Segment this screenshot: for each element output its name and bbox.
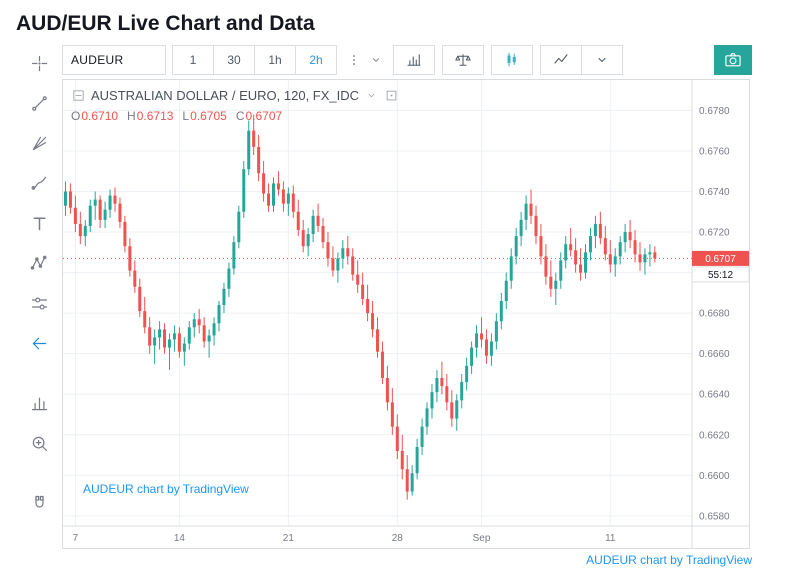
svg-text:28: 28 (392, 533, 404, 544)
minus-square-icon (73, 90, 84, 101)
svg-text:0.6580: 0.6580 (699, 511, 730, 522)
svg-text:Sep: Sep (473, 533, 491, 544)
svg-text:11: 11 (605, 533, 616, 544)
svg-text:55:12: 55:12 (708, 270, 733, 281)
svg-text:0.6720: 0.6720 (699, 228, 730, 239)
ohlc-label: C (235, 109, 245, 123)
symbol-group: AUDEUR (62, 45, 166, 75)
drawing-toolbar (16, 45, 62, 549)
ohlc-value: 0.6705 (190, 109, 227, 123)
svg-text:0.6660: 0.6660 (699, 349, 730, 360)
svg-text:0.6740: 0.6740 (699, 187, 730, 198)
prediction-measure-tool[interactable] (25, 290, 53, 316)
ohlc-label: H (127, 109, 136, 123)
legend-options-button[interactable] (384, 88, 399, 103)
zoom-in-icon (32, 436, 47, 451)
caret-down-icon (598, 57, 606, 63)
trend-line-icon (31, 95, 47, 111)
xabcd-icon (30, 255, 47, 270)
xabcd-pattern-tool[interactable] (25, 250, 53, 276)
interval-group: 1 30 1h 2h (172, 45, 337, 75)
chart-column: AUDEUR 1 30 1h 2h 0.6580 0.6600 0.6620 0.6640 0… (62, 45, 752, 549)
caret-down-icon (372, 58, 380, 62)
svg-text:0.6620: 0.6620 (699, 430, 730, 441)
hide-drawings-arrow[interactable] (25, 330, 53, 356)
sliders-icon (31, 296, 47, 310)
scales-icon (455, 54, 471, 66)
crosshair-tool[interactable] (25, 50, 53, 76)
dot-square-icon (386, 90, 397, 101)
brush-tool[interactable] (25, 170, 53, 196)
tradingview-attribution-link[interactable]: AUDEUR chart by TradingView (586, 553, 752, 567)
legend-collapse-button[interactable] (71, 88, 86, 103)
bar-pattern-tool[interactable] (25, 390, 53, 416)
candles-icon (507, 52, 516, 67)
compare-button[interactable] (443, 46, 483, 74)
svg-text:0.6780: 0.6780 (699, 106, 730, 117)
svg-text:21: 21 (283, 533, 295, 544)
snapshot-camera-button[interactable] (714, 45, 752, 75)
indicators-icon (407, 54, 421, 66)
more-vert-icon (353, 55, 355, 65)
ohlc-readout: O 0.6710 H 0.6713 L 0.6705 C 0.6707 (71, 109, 399, 123)
interval-button-1[interactable]: 1 (189, 53, 197, 67)
caret-down-icon (368, 93, 375, 98)
top-toolbar: AUDEUR 1 30 1h 2h (62, 45, 752, 75)
zoom-in-tool[interactable] (25, 430, 53, 456)
chart-area[interactable]: 0.6580 0.6600 0.6620 0.6640 0.6660 0.6680 0.67… (62, 79, 750, 549)
interval-button-2h[interactable]: 2h (295, 46, 336, 74)
current-price-badge (692, 250, 749, 266)
ohlc-value: 0.6707 (245, 109, 283, 123)
ohlc-label: O (71, 109, 81, 123)
intervals-dropdown-button[interactable] (365, 52, 387, 68)
legend-caret[interactable] (364, 88, 379, 103)
svg-text:0.6600: 0.6600 (699, 471, 730, 482)
ohlc-label: L (182, 109, 190, 123)
more-intervals-button[interactable] (343, 52, 365, 68)
indicators-button[interactable] (394, 46, 434, 74)
interval-button-30[interactable]: 30 (213, 46, 254, 74)
countdown-badge (691, 266, 749, 283)
svg-text:14: 14 (174, 533, 186, 544)
candlestick-chart: 0.6580 0.6600 0.6620 0.6640 0.6660 0.6680 0.67… (63, 80, 749, 548)
gann-icon (32, 136, 46, 150)
arrow-left-icon (32, 337, 46, 349)
svg-text:0.6680: 0.6680 (699, 309, 730, 320)
tradingview-widget: AUDEUR 1 30 1h 2h 0.6580 0.6600 0.6620 0.6640 0… (16, 45, 752, 549)
chart-style-line-button-caret[interactable] (581, 46, 622, 74)
text-icon (33, 217, 45, 230)
gann-fibonacci-tool[interactable] (25, 130, 53, 156)
chart-watermark-link[interactable]: AUDEUR chart by TradingView (83, 482, 249, 496)
histogram-icon (31, 397, 47, 410)
svg-text:0.6640: 0.6640 (699, 390, 730, 401)
svg-text:0.6707: 0.6707 (705, 254, 736, 265)
ohlc-value: 0.6710 (81, 109, 119, 123)
trend-line-tool[interactable] (25, 90, 53, 116)
chart-style-group (393, 45, 623, 75)
attribution-row: AUDEUR chart by TradingView (0, 553, 752, 567)
chart-style-line-button[interactable] (541, 46, 581, 74)
magnet-tool[interactable] (25, 490, 53, 516)
crosshair-icon (31, 55, 47, 71)
page-title: AUD/EUR Live Chart and Data (16, 12, 315, 35)
interval-menu-group (343, 45, 387, 75)
brush-icon (31, 176, 46, 190)
text-tool[interactable] (25, 210, 53, 236)
symbol-description: AUSTRALIAN DOLLAR / EURO, 120, FX_IDC (91, 88, 360, 103)
interval-button-1h[interactable]: 1h (254, 46, 295, 74)
svg-text:0.6760: 0.6760 (699, 146, 730, 157)
svg-text:7: 7 (73, 533, 79, 544)
chart-style-candles-button[interactable] (492, 46, 532, 74)
symbol-field[interactable]: AUDEUR (71, 53, 124, 67)
camera-icon (725, 53, 741, 67)
ohlc-value: 0.6713 (136, 109, 174, 123)
magnet-icon (34, 495, 44, 508)
line-chart-icon (554, 54, 568, 64)
